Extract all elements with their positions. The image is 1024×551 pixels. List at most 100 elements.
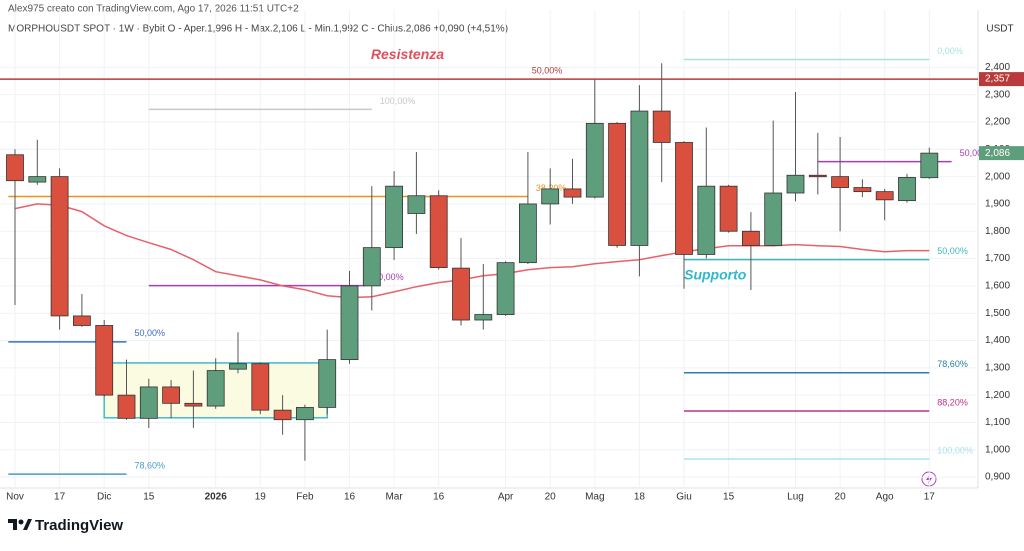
level-label: 50,00% (960, 148, 991, 158)
x-tick-label: 18 (634, 492, 646, 503)
candle-body (251, 363, 270, 411)
price-badge-label: 2,086 (985, 148, 1010, 159)
candle-body (808, 174, 827, 178)
x-tick-label: Dic (97, 492, 111, 503)
candle-body (362, 247, 381, 287)
y-axis-label: USDT (986, 24, 1013, 35)
annotation: Supporto (684, 266, 747, 282)
level-label: 100,00% (937, 445, 973, 455)
x-tick-label: 17 (54, 492, 66, 503)
candle-body (831, 176, 849, 188)
candle-body (853, 187, 872, 193)
candle-body (273, 409, 292, 421)
candle-body (50, 176, 69, 317)
candle-body (385, 185, 404, 249)
x-tick-label: Nov (6, 492, 24, 503)
candle-body (229, 363, 247, 370)
x-tick-label: 2026 (205, 492, 228, 503)
candle-body (786, 174, 805, 194)
candle-body (496, 262, 515, 315)
candle-body (318, 359, 337, 408)
candle-body (407, 195, 426, 214)
y-tick-label: 1,200 (985, 390, 1010, 401)
x-tick-label: 19 (255, 492, 267, 503)
candle-body (563, 188, 582, 198)
x-tick-label: Mar (385, 492, 403, 503)
x-tick-label: 17 (924, 492, 936, 503)
x-tick-label: Ago (876, 492, 894, 503)
symbol-line: MORPHOUSDT SPOT · 1W · Bybit O - Aper.1,… (8, 24, 508, 35)
candle-body (630, 110, 649, 246)
candle-body (541, 188, 560, 205)
candle-body (719, 185, 738, 232)
candle-body (898, 177, 916, 202)
level-label: 100,00% (380, 96, 416, 106)
candle-body (340, 285, 359, 361)
candle-body (452, 267, 470, 321)
candle-body (474, 314, 493, 321)
candle-body (764, 192, 783, 246)
level-label: 78,60% (937, 359, 968, 369)
level-label: 50,00% (937, 246, 968, 256)
logo (8, 519, 32, 530)
candle-body (6, 154, 24, 182)
candle-body (875, 191, 894, 201)
x-tick-label: Giu (676, 492, 692, 503)
y-tick-label: 1,800 (985, 226, 1010, 237)
x-tick-label: 15 (143, 492, 155, 503)
y-tick-label: 2,400 (985, 62, 1010, 73)
level-label: 38,20% (536, 183, 567, 193)
level-label: 50,00% (135, 328, 166, 338)
price-badge (979, 146, 1024, 161)
candle-body (652, 110, 671, 143)
candle-body (608, 122, 626, 246)
y-tick-label: 1,700 (985, 253, 1010, 264)
y-tick-label: 1,000 (985, 444, 1010, 455)
x-tick-label: Apr (498, 492, 514, 503)
candle-body (162, 386, 181, 404)
candle-body (585, 122, 604, 198)
x-tick-label: 16 (433, 492, 445, 503)
annotation: Resistenza (371, 46, 444, 62)
y-tick-label: 1,300 (985, 362, 1010, 373)
y-tick-label: 1,900 (985, 199, 1010, 210)
brand: TradingView (35, 517, 123, 534)
candle-body (675, 142, 693, 255)
candle-body (117, 394, 136, 419)
level-label: 78,60% (135, 460, 166, 470)
candle-body (73, 315, 91, 326)
candle-body (139, 386, 158, 419)
candle-body (697, 185, 716, 255)
candle-body (519, 203, 537, 264)
y-tick-label: 2,000 (985, 171, 1010, 182)
y-tick-label: 1,400 (985, 335, 1010, 346)
price-badge (979, 72, 1024, 87)
candle-body (742, 230, 760, 246)
x-tick-label: 16 (344, 492, 356, 503)
x-tick-label: Lug (787, 492, 804, 503)
y-tick-label: 1,600 (985, 281, 1010, 292)
x-tick-label: 20 (545, 492, 557, 503)
level-label: 50,00% (373, 272, 404, 282)
x-tick-label: 20 (835, 492, 847, 503)
x-tick-label: 15 (723, 492, 735, 503)
level-label: 88,20% (937, 397, 968, 407)
candle-body (184, 402, 203, 407)
x-tick-label: Feb (296, 492, 314, 503)
y-tick-label: 0,900 (985, 472, 1010, 483)
candle-body (920, 152, 939, 179)
candle-body (28, 176, 47, 183)
y-tick-label: 2,300 (985, 89, 1010, 100)
candle-body (206, 370, 225, 407)
candle-body (429, 195, 448, 268)
author-line: Alex975 creato con TradingView.com, Ago … (8, 4, 299, 15)
candle-body (295, 407, 314, 421)
level-label: 50,00% (532, 65, 563, 75)
level-label: 0,00% (937, 46, 963, 56)
price-badge-label: 2,357 (985, 74, 1010, 85)
y-tick-label: 1,500 (985, 308, 1010, 319)
y-tick-label: 2,200 (985, 117, 1010, 128)
x-tick-label: Mag (585, 492, 604, 503)
y-tick-label: 1,100 (985, 417, 1010, 428)
